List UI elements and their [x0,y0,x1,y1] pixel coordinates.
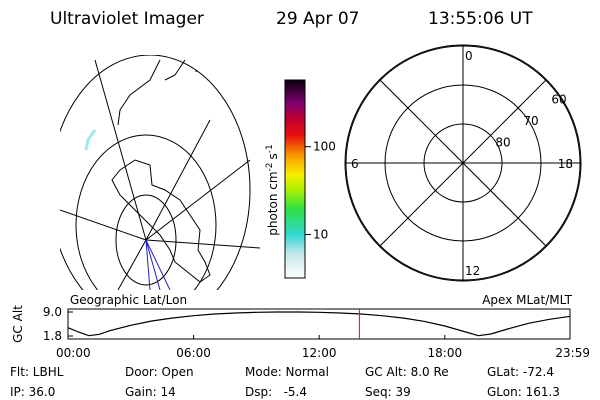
footer-field: Gain: 14 [125,385,176,399]
y-tick-label: 9.0 [43,305,62,319]
polar-label: Apex MLat/MLT [482,293,572,307]
colorbar-tick-label: 100 [313,140,336,154]
lat-label: 80 [495,136,510,150]
alt-frame [67,308,571,340]
footer-field: IP: 36.0 [10,385,55,399]
footer-field: GLat: -72.4 [487,365,554,379]
color-bar [284,79,306,279]
unit-part: s [266,153,280,159]
x-tick-label: 23:59 [555,346,590,360]
altitude-line [67,311,571,337]
x-tick-label: 00:00 [56,346,91,360]
footer-field: Mode: Normal [245,365,329,379]
geo-map [60,55,260,290]
colorbar-unit: photon cm-2 s-1 [265,144,280,236]
footer-field: Door: Open [125,365,194,379]
lat-label: 70 [523,114,538,128]
footer-field: GLon: 161.3 [487,385,560,399]
time: 13:55:06 UT [428,9,533,29]
x-tick-label: 18:00 [428,346,463,360]
title: Ultraviolet Imager [50,9,204,29]
unit-exp: -1 [265,144,275,153]
x-tick-label: 06:00 [176,346,211,360]
mlt-label: 18 [558,157,573,171]
footer-field: Seq: 39 [365,385,411,399]
footer-field: Dsp: -5.4 [245,385,307,399]
unit-exp: -2 [265,162,275,171]
mlt-label: 6 [351,157,359,171]
date: 29 Apr 07 [276,9,359,29]
mlt-label: 0 [465,49,473,63]
x-tick-label: 12:00 [302,346,337,360]
map-label: Geographic Lat/Lon [70,293,187,307]
footer-field: GC Alt: 8.0 Re [365,365,449,379]
lat-label: 60 [551,93,566,107]
colorbar-label: photon cm-2 s-1 [265,144,280,236]
y-tick-label: 1.8 [43,329,62,343]
mlt-label: 12 [465,264,480,278]
footer: Flt: LBHL Door: Open Mode: Normal GC Alt: 8… [10,365,560,399]
y-axis-label: GC Alt [11,305,25,343]
colorbar-tick-label: 10 [313,228,328,242]
footer-field: Flt: LBHL [10,365,64,379]
unit-part: photon cm [266,171,280,235]
